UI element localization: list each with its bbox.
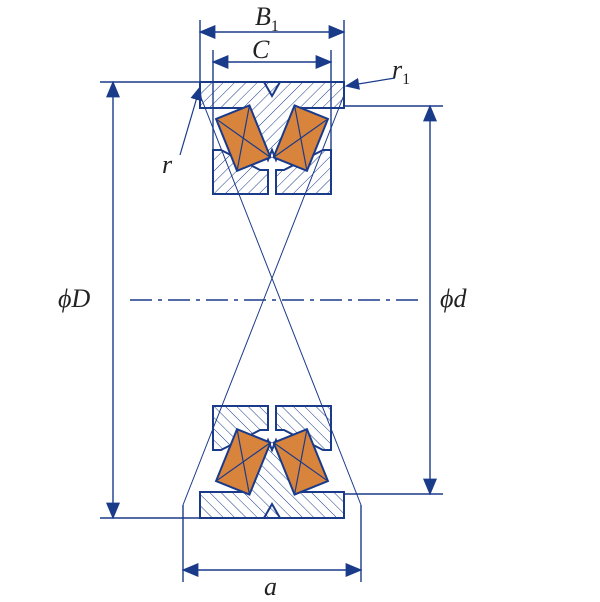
label-C: C [252,35,269,65]
leader-r1 [346,78,395,86]
label-a: a [264,572,277,602]
label-r1: r1 [392,55,410,89]
label-phiD: ϕD [58,284,90,314]
leader-r [180,87,200,155]
section-bottom [200,406,344,518]
label-B1: B1 [255,2,279,36]
label-phid: ϕd [440,284,466,314]
label-r: r [162,150,172,180]
section-top [200,82,344,194]
